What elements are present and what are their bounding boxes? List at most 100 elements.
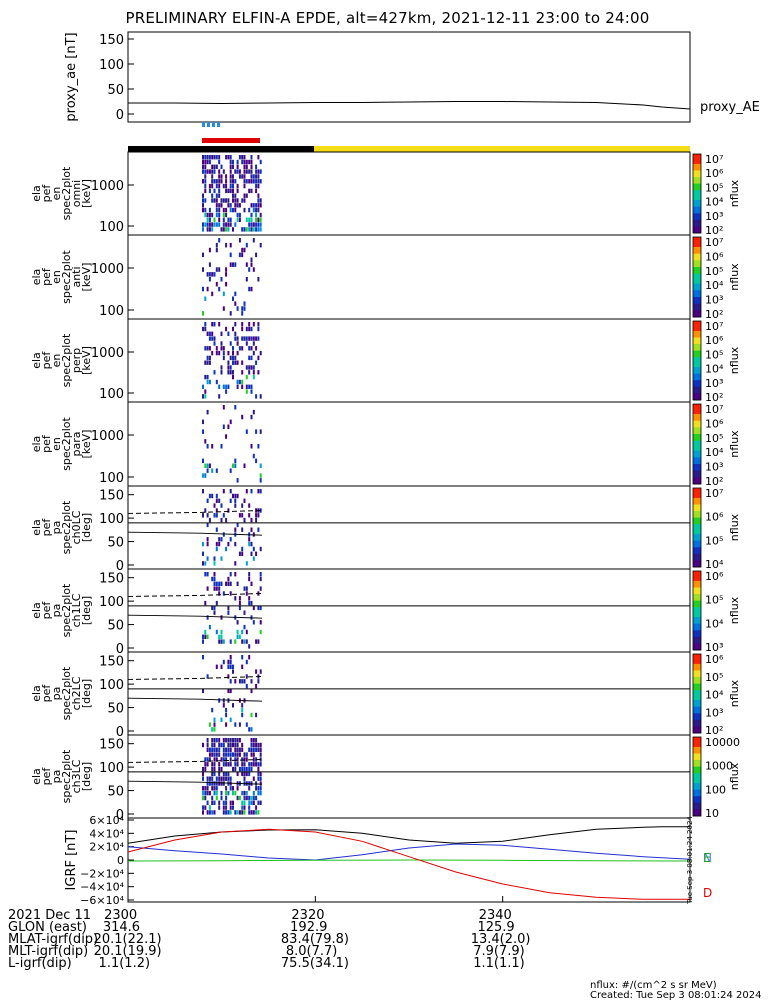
spec-omni-pixel — [206, 227, 209, 232]
pa-ch1-colorbar-cell — [693, 643, 701, 648]
pa-ch2-pixel — [241, 655, 244, 660]
pa-ch2-ytick-label: 0 — [116, 725, 124, 740]
pa-ch3-colorbar-cell — [693, 746, 701, 751]
pa-ch3-pixel — [236, 810, 239, 815]
pa-ch1-pixel — [206, 615, 209, 620]
spec-omni-pixel — [222, 207, 225, 213]
spec-perp-pixel — [213, 341, 216, 346]
spec-perp-colorbar-cell — [693, 363, 701, 368]
spec-omni-pixel — [232, 164, 234, 169]
spec-omni-pixel — [227, 155, 230, 160]
spec-omni-pixel — [202, 227, 204, 232]
spec-omni-pixel — [215, 155, 218, 160]
spec-perp-pixel — [229, 365, 232, 370]
pa-ch2-pixel — [250, 712, 253, 718]
pa-ch0-colorbar-cell — [693, 520, 701, 525]
spec-perp-pixel — [232, 326, 234, 332]
ephemeris-cell: 125.9 — [477, 920, 515, 935]
pa-ch0-pixel — [250, 489, 253, 494]
spec-omni-pixel — [211, 198, 214, 203]
pa-ch3-pixel — [225, 771, 228, 777]
spec-perp-pixel — [238, 346, 241, 351]
spec-anti-ylabel-line: [keV] — [80, 263, 93, 292]
pa-ch3-pixel — [241, 771, 244, 777]
spec-omni-pixel — [211, 174, 214, 179]
spec-omni-pixel — [208, 155, 211, 160]
pa-ch3-pixel — [227, 810, 230, 815]
spec-omni-ylabel-line: omni — [70, 180, 83, 207]
spec-omni-pixel — [250, 159, 253, 165]
spec-omni-pixel — [236, 183, 239, 189]
pa-ch3-pixel — [213, 747, 216, 752]
pa-ch3-pixel — [213, 766, 216, 772]
spec-omni-pixel — [220, 198, 223, 203]
spec-perp-pixel — [220, 365, 223, 370]
spec-anti-colorbar-cell — [693, 267, 701, 271]
pa-ch3-loss-cone-line — [127, 780, 263, 785]
spec-omni-pixel — [257, 179, 260, 184]
pa-ch3-colorbar-tick-label: 10000 — [705, 736, 740, 749]
spec-anti-pixel — [208, 262, 211, 267]
pa-ch3-pixel — [255, 810, 258, 815]
spec-perp-pixel — [204, 326, 207, 332]
pa-ch3-pixel — [202, 771, 204, 777]
spec-perp-colorbar-cell — [693, 337, 701, 342]
spec-perp-colorbar-tick-label: 10⁴ — [705, 363, 724, 376]
spec-anti-pixel — [222, 291, 225, 297]
science-zone-marker — [202, 122, 205, 127]
spec-omni-pixel — [257, 155, 260, 160]
pa-ch3-pixel — [252, 795, 255, 801]
spec-anti-ylabel-line: spec2plot — [60, 250, 73, 304]
pa-ch1-colorbar-frame — [692, 570, 702, 651]
spec-omni-pixel — [227, 217, 230, 222]
ephemeris-row-label: L-igrf(dip) — [8, 956, 72, 971]
spec-omni-colorbar-cell — [693, 206, 701, 211]
pa-ch0-pixel — [248, 503, 251, 508]
pa-ch2-pixel — [225, 712, 228, 718]
spec-para-pixel — [243, 463, 246, 468]
spec-anti-pixel — [206, 272, 209, 277]
spec-perp-pixel — [227, 360, 230, 365]
spec-omni-pixel — [225, 174, 228, 179]
spec-omni-pixel — [202, 222, 204, 227]
pa-ch0-colorbar-cell — [693, 491, 701, 496]
pa-ch0-pixel — [232, 493, 234, 499]
spec-omni-pixel — [250, 217, 253, 222]
pa-ch2-pixel — [245, 683, 248, 689]
spec-perp-pixel — [218, 322, 221, 327]
pa-ch0-pixel — [257, 527, 260, 532]
spec-omni-pixel — [243, 207, 246, 213]
spec-omni-pixel — [208, 227, 211, 232]
spec-perp-colorbar-cell — [693, 347, 701, 352]
spec-perp-pixel — [222, 355, 225, 361]
pa-ch0-ylabel-line: [deg] — [80, 513, 93, 542]
pa-ch1-colorbar-cell — [693, 597, 701, 602]
pa-ch3-pixel — [255, 738, 258, 743]
spec-perp-pixel — [248, 384, 251, 389]
pa-ch3-pixel — [208, 790, 211, 796]
pa-ch0-pixel — [255, 551, 258, 556]
pa-ch3-pixel — [204, 766, 207, 772]
pa-ch3-pixel — [218, 752, 221, 757]
spec-para-colorbar-tick-label: 10³ — [705, 461, 723, 474]
pa-ch3-pixel — [257, 742, 260, 748]
pa-ch0-pixel — [238, 551, 241, 556]
spec-omni-pixel — [206, 159, 209, 165]
spec-omni-pixel — [234, 222, 237, 227]
spec-omni-pixel — [229, 222, 232, 227]
spec-perp-pixel — [232, 374, 234, 380]
spec-omni-pixel — [220, 174, 223, 179]
spec-para-pixel — [255, 458, 258, 464]
pa-ch1-pixel — [243, 610, 246, 615]
pa-ch2-pixel — [232, 669, 234, 674]
pa-ch3-pixel — [243, 790, 246, 796]
spec-omni-pixel — [211, 164, 214, 169]
pa-ch0-pixel — [208, 493, 211, 499]
pa-ch3-pixel — [241, 805, 244, 810]
spec-omni-pixel — [257, 203, 260, 208]
pa-ch3-pixel — [243, 771, 246, 777]
pa-ch3-pixel — [211, 762, 214, 767]
spec-anti-pixel — [241, 247, 244, 253]
spec-perp-colorbar-tick-label: 10³ — [705, 377, 723, 390]
spec-anti-pixel — [241, 306, 244, 311]
